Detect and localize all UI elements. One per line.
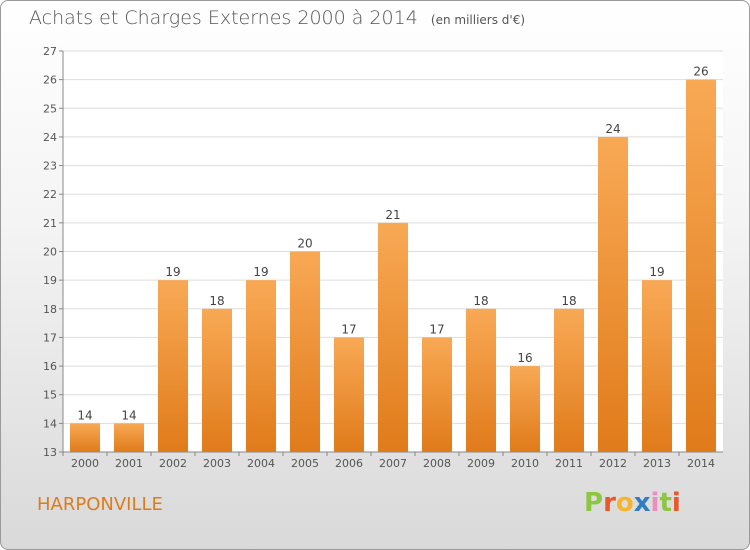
y-tick-label: 24 [43, 131, 57, 144]
x-tick-label: 2004 [247, 457, 275, 470]
bar [598, 136, 628, 452]
y-tick-label: 23 [43, 160, 57, 173]
y-tick-label: 19 [43, 274, 57, 287]
logo-letter: t [659, 488, 672, 518]
bar [510, 366, 540, 452]
data-label: 24 [605, 122, 620, 136]
bar [554, 308, 584, 452]
bar [378, 222, 408, 452]
bar [290, 251, 320, 452]
bar [158, 280, 188, 452]
y-tick-label: 13 [43, 446, 57, 459]
x-tick-label: 2014 [687, 457, 715, 470]
x-tick-label: 2011 [555, 457, 583, 470]
logo-letter: o [615, 488, 634, 518]
chart-title-block: Achats et Charges Externes 2000 à 2014 (… [29, 7, 525, 29]
bar [422, 337, 452, 452]
x-tick-label: 2013 [643, 457, 671, 470]
y-tick-label: 26 [43, 74, 57, 87]
place-name: HARPONVILLE [37, 494, 163, 515]
x-tick-label: 2001 [115, 457, 143, 470]
data-label: 19 [165, 265, 180, 279]
logo-letter: i [671, 488, 681, 518]
bar [334, 337, 364, 452]
x-tick-label: 2010 [511, 457, 539, 470]
data-label: 17 [429, 322, 444, 336]
x-tick-label: 2009 [467, 457, 495, 470]
y-tick-label: 14 [43, 417, 57, 430]
bar [466, 308, 496, 452]
logo-letter: P [584, 488, 604, 518]
x-tick-label: 2012 [599, 457, 627, 470]
y-tick-label: 21 [43, 217, 57, 230]
x-tick-label: 2007 [379, 457, 407, 470]
data-label: 19 [253, 265, 268, 279]
data-label: 17 [341, 322, 356, 336]
data-label: 20 [297, 237, 312, 251]
y-tick-label: 15 [43, 389, 57, 402]
x-tick-label: 2005 [291, 457, 319, 470]
data-label: 14 [121, 408, 136, 422]
x-tick-label: 2006 [335, 457, 363, 470]
data-label: 18 [209, 294, 224, 308]
logo-letter: x [633, 488, 651, 518]
data-label: 26 [693, 65, 708, 79]
y-tick-label: 27 [43, 45, 57, 58]
bar [202, 308, 232, 452]
proxiti-logo: Proxiti [584, 488, 681, 518]
y-tick-label: 16 [43, 360, 57, 373]
x-tick-label: 2003 [203, 457, 231, 470]
data-label: 14 [77, 408, 92, 422]
y-tick-label: 20 [43, 246, 57, 259]
x-tick-label: 2002 [159, 457, 187, 470]
bar [70, 423, 100, 452]
data-label: 18 [473, 294, 488, 308]
chart-title: Achats et Charges Externes 2000 à 2014 [29, 7, 418, 29]
y-tick-label: 22 [43, 188, 57, 201]
data-label: 18 [561, 294, 576, 308]
logo-letter: i [650, 488, 660, 518]
y-tick-label: 25 [43, 102, 57, 115]
bar [246, 280, 276, 452]
data-label: 21 [385, 208, 400, 222]
x-tick-label: 2008 [423, 457, 451, 470]
bar [642, 280, 672, 452]
x-tick-label: 2000 [71, 457, 99, 470]
y-tick-label: 18 [43, 303, 57, 316]
bar [114, 423, 144, 452]
y-tick-label: 17 [43, 331, 57, 344]
data-label: 19 [649, 265, 664, 279]
chart-subtitle: (en milliers d'€) [430, 13, 526, 27]
data-label: 16 [517, 351, 532, 365]
bar [686, 79, 716, 453]
logo-letter: r [603, 488, 616, 518]
